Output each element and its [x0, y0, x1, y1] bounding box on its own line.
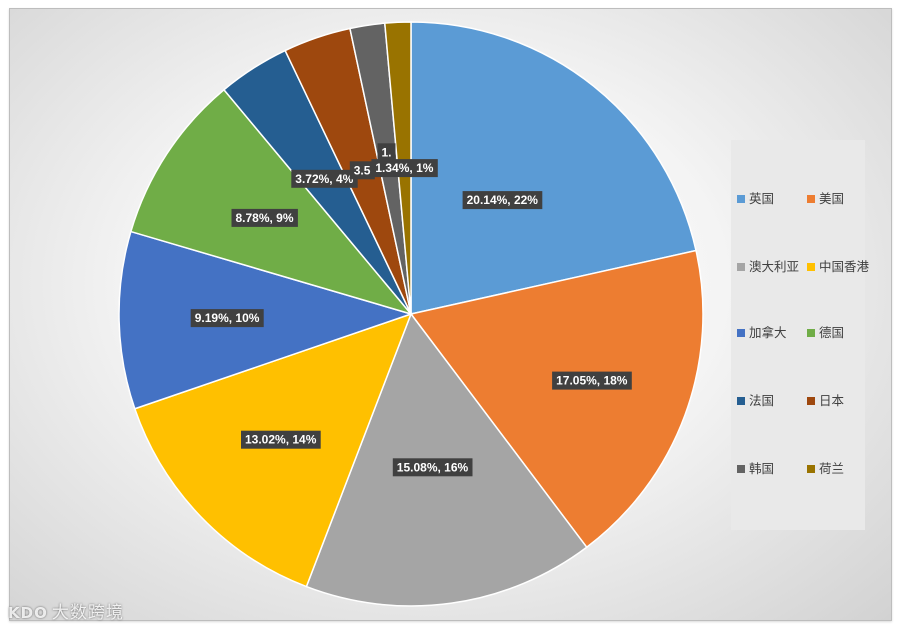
pie-data-label-box	[190, 309, 264, 328]
legend-swatch	[807, 195, 815, 203]
legend-item: 荷兰	[807, 462, 844, 476]
pie-data-label-box	[392, 458, 473, 477]
pie-slice	[118, 230, 414, 410]
chart-legend: 英国 美国澳大利亚 中国香港加拿大 德国法国 日本韩国 荷兰	[731, 140, 869, 530]
legend-swatch	[737, 195, 745, 203]
pie-slices	[118, 21, 704, 607]
pie-data-label: 3.5	[349, 161, 375, 180]
legend-item: 美国	[807, 192, 844, 206]
legend-label: 荷兰	[819, 462, 845, 476]
legend-label: 德国	[819, 326, 845, 340]
legend-label: 澳大利亚	[749, 260, 800, 274]
pie-data-label-text: 1.34%, 1%	[375, 161, 433, 175]
pie-data-label-text: 15.08%, 16%	[397, 460, 469, 474]
pie-data-label-box	[377, 143, 396, 162]
pie-slice	[133, 312, 413, 588]
legend-item: 法国	[737, 394, 774, 408]
pie-data-label: 1.34%, 1%	[371, 159, 438, 178]
legend-item: 日本	[807, 394, 844, 408]
legend-swatch	[737, 397, 745, 405]
legend-label: 英国	[749, 192, 775, 206]
pie-data-label: 15.08%, 16%	[392, 458, 473, 477]
watermark: KDO 大数跨境	[8, 598, 124, 623]
pie-data-label: 20.14%, 22%	[462, 191, 543, 210]
pie-chart: 20.14%, 22% 17.05%, 18% 15.08%, 16% 13.02%,…	[118, 21, 704, 607]
pie-data-label-text: 17.05%, 18%	[556, 374, 628, 388]
pie-data-label-text: 9.19%, 10%	[195, 311, 260, 325]
pie-data-label-box	[291, 169, 358, 188]
legend-label: 中国香港	[819, 260, 870, 274]
legend-item: 澳大利亚	[737, 260, 799, 274]
pie-data-labels: 20.14%, 22% 17.05%, 18% 15.08%, 16% 13.02%,…	[190, 143, 632, 477]
legend-swatch	[807, 329, 815, 337]
pie-data-label-box	[552, 371, 632, 390]
pie-data-label-box	[349, 161, 375, 180]
pie-data-label-text: 3.5	[354, 163, 371, 177]
pie-data-label: 17.05%, 18%	[552, 371, 632, 390]
legend-swatch	[807, 263, 815, 271]
legend-label: 日本	[819, 394, 845, 408]
pie-slice	[129, 88, 414, 316]
pie-data-label-text: 20.14%, 22%	[467, 193, 539, 207]
pie-data-label-box	[371, 159, 438, 178]
pie-data-label: 3.72%, 4%	[291, 169, 358, 188]
legend-swatch	[807, 397, 815, 405]
pie-data-label-text: 8.78%, 9%	[235, 211, 293, 225]
legend-label: 美国	[819, 192, 845, 206]
pie-data-label: 8.78%, 9%	[231, 208, 298, 227]
legend-label: 加拿大	[749, 326, 787, 340]
legend-item: 加拿大	[737, 326, 787, 340]
pie-slice	[409, 249, 704, 549]
pie-data-label-box	[231, 208, 298, 227]
watermark-text: 大数跨境	[51, 603, 124, 622]
pie-data-label-box	[241, 430, 321, 449]
legend-swatch	[807, 465, 815, 473]
legend-swatch	[737, 465, 745, 473]
legend-label: 法国	[749, 394, 775, 408]
legend-swatch	[737, 263, 745, 271]
pie-data-label: 1.	[377, 143, 396, 162]
pie-data-label-text: 13.02%, 14%	[245, 433, 317, 447]
pie-slice	[410, 21, 697, 315]
pie-data-label: 13.02%, 14%	[241, 430, 321, 449]
legend-item: 中国香港	[807, 260, 869, 274]
legend-label: 韩国	[749, 462, 775, 476]
legend-swatch	[737, 329, 745, 337]
pie-data-label-box	[462, 191, 543, 210]
legend-item: 英国	[737, 192, 774, 206]
pie-data-label-text: 3.72%, 4%	[295, 172, 353, 186]
legend-item: 德国	[807, 326, 844, 340]
legend-item: 韩国	[737, 462, 774, 476]
pie-data-label: 9.19%, 10%	[190, 309, 264, 328]
pie-data-label-text: 1.	[381, 145, 391, 159]
watermark-logo-icon: KDO	[8, 604, 48, 622]
